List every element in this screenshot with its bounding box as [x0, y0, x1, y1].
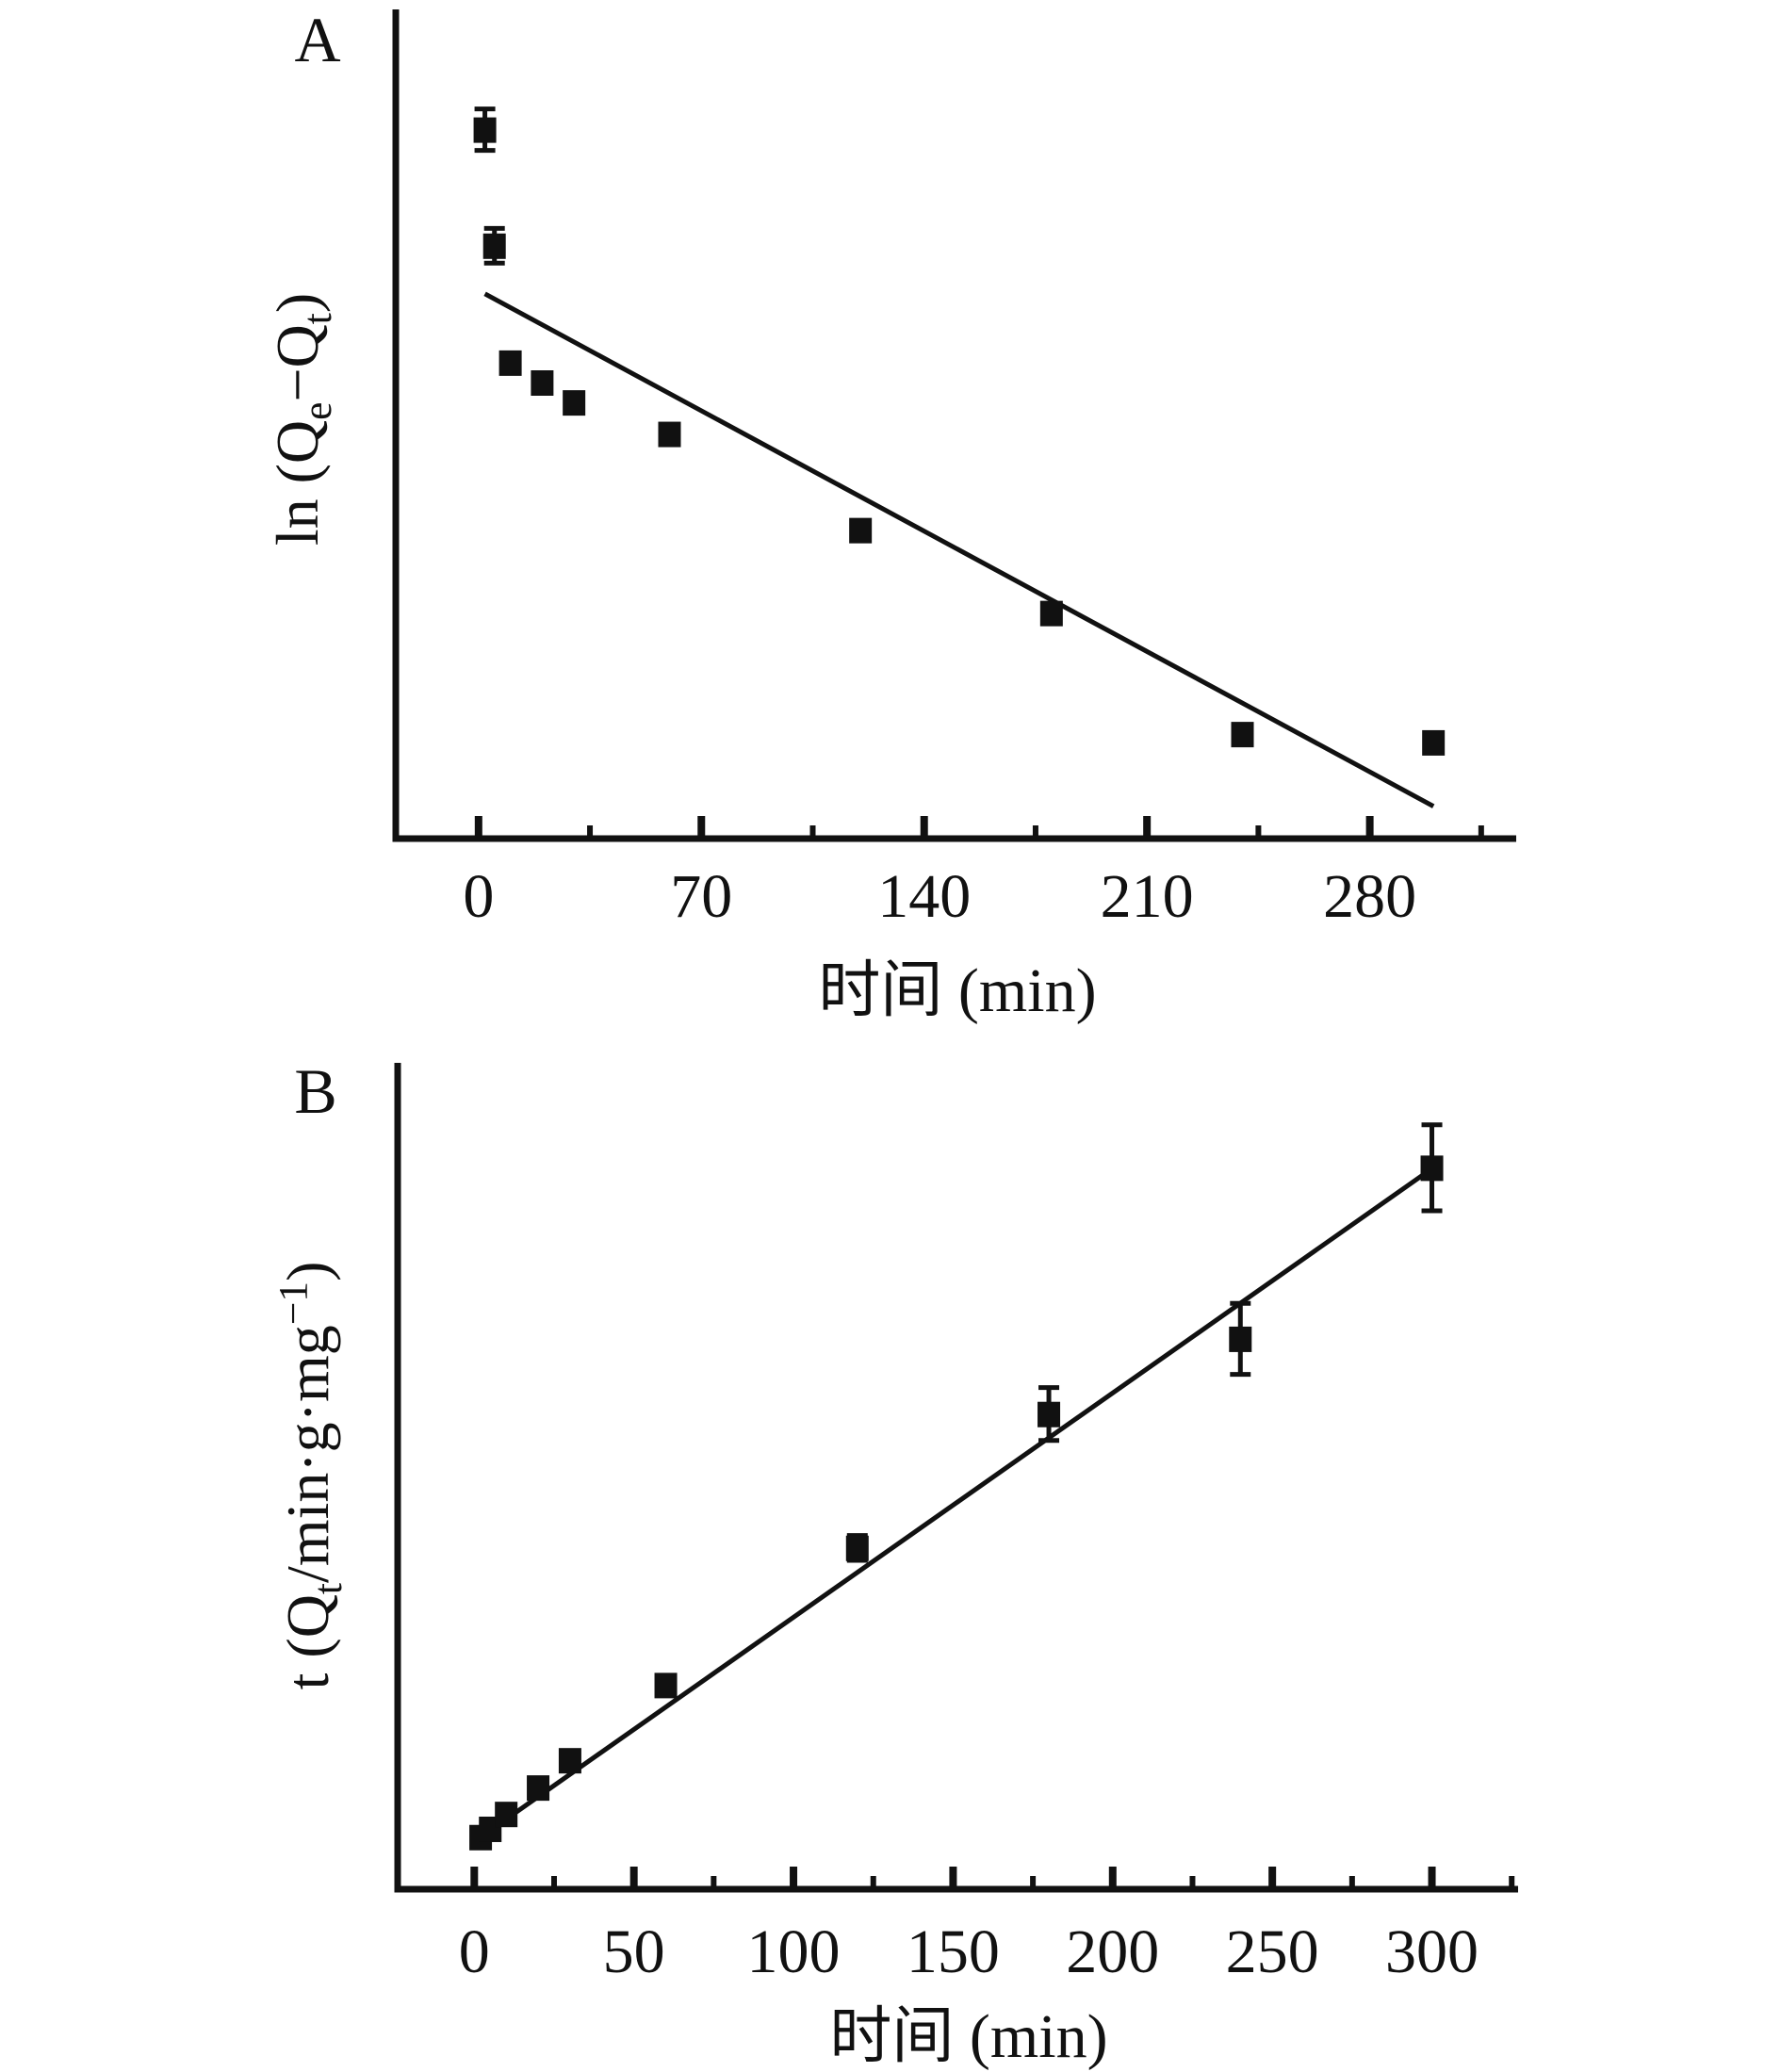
data-point-marker — [654, 1672, 678, 1699]
data-point-marker — [658, 421, 681, 448]
x-tick-label: 300 — [1385, 1917, 1479, 1986]
panel-b-y-axis-title: t (Qt/min·g·mg−1) — [271, 1262, 351, 1690]
x-tick-label: 200 — [1066, 1917, 1160, 1986]
x-tick-label: 0 — [463, 862, 495, 931]
panel-a-ylabel-pre: ln (Q — [264, 419, 331, 547]
data-point-marker — [845, 1535, 869, 1561]
panel-a-ylabel-sub-t: t — [294, 313, 340, 325]
panel-b-letter: B — [294, 1055, 337, 1127]
panel-a-letter: A — [294, 4, 341, 75]
x-tick-label: 70 — [670, 862, 733, 931]
panel-a-ylabel-post: ) — [264, 292, 331, 314]
axis-spines — [392, 9, 1516, 842]
x-tick-label: 50 — [602, 1917, 665, 1986]
panel-a-y-axis-title: ln (Qe−Qt) — [264, 293, 340, 546]
x-tick-label: 280 — [1323, 862, 1417, 931]
x-tick-label: 210 — [1100, 862, 1194, 931]
fit-line — [483, 291, 1435, 808]
data-point-marker — [1231, 722, 1254, 748]
panel-b-ylabel-pre: t (Q — [274, 1594, 341, 1690]
panel-b-ylabel-mid: /min·g·mg — [274, 1325, 341, 1583]
data-point-marker — [531, 370, 554, 396]
panel-b-ylabel-post: ) — [274, 1261, 341, 1281]
data-point-marker — [1420, 1155, 1444, 1182]
data-point-marker — [563, 390, 586, 416]
x-tick-label: 100 — [746, 1917, 841, 1986]
data-point-marker — [473, 117, 497, 143]
panel-a-ylabel-mid: −Q — [264, 324, 331, 402]
data-point-marker — [1039, 600, 1063, 627]
panel-a-x-axis-title: 时间 (min) — [818, 956, 1097, 1025]
fit-line — [479, 1167, 1433, 1839]
axis-spines — [394, 1063, 1518, 1893]
data-point-marker — [1038, 1401, 1061, 1428]
data-point-marker — [527, 1775, 550, 1802]
panel-b-ylabel-sub-t: t — [304, 1582, 351, 1595]
data-point-marker — [498, 350, 522, 376]
panel-a-ylabel-sub-e: e — [294, 401, 340, 420]
x-tick-label: 150 — [906, 1917, 1000, 1986]
panel-b-x-axis-title: 时间 (min) — [829, 2002, 1108, 2071]
data-point-marker — [1229, 1326, 1252, 1352]
x-tick-label: 250 — [1225, 1917, 1319, 1986]
data-point-marker — [558, 1748, 581, 1774]
data-point-marker — [849, 517, 873, 544]
x-tick-label: 0 — [458, 1917, 490, 1986]
data-point-marker — [495, 1802, 518, 1828]
x-tick-label: 140 — [877, 862, 972, 931]
data-point-marker — [1422, 729, 1446, 756]
data-point-marker — [482, 233, 506, 259]
panel-b-ylabel-sup-minus1: −1 — [270, 1281, 317, 1326]
